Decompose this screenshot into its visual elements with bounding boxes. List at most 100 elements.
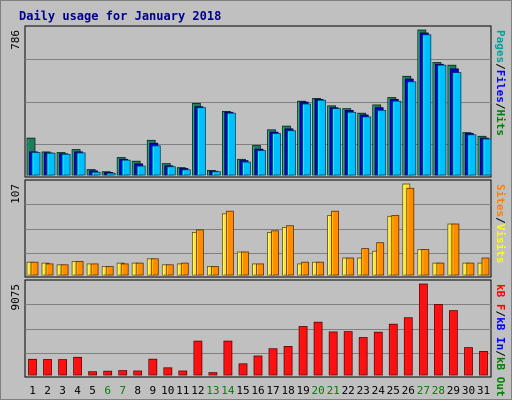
- bar-sites-day-9: [150, 258, 159, 276]
- x-tick-day-19: 19: [296, 384, 309, 397]
- bar-kb-f-day-4: [73, 356, 82, 376]
- bar-kb-f-day-21: [328, 331, 338, 376]
- series-pages: [31, 34, 492, 176]
- legend-separator: /: [494, 217, 507, 224]
- legend-separator: /: [494, 63, 507, 70]
- bar-kb-f-day-18: [283, 345, 293, 376]
- bar-sites-day-1: [30, 261, 39, 276]
- bar-pages-day-26: [407, 81, 417, 176]
- bar-pages-day-17: [272, 133, 281, 176]
- x-tick-day-6: 6: [104, 384, 111, 397]
- x-tick-day-28: 28: [432, 384, 445, 397]
- bar-pages-day-6: [106, 172, 116, 176]
- bar-sites-day-12: [195, 229, 204, 276]
- panel-legend: Pages/Files/Hits: [494, 30, 507, 136]
- bar-sites-day-26: [406, 187, 415, 276]
- bar-pages-day-16: [257, 150, 266, 176]
- bar-pages-day-9: [151, 145, 161, 176]
- bar-sites-day-8: [135, 262, 144, 276]
- bar-kb-f-day-1: [28, 358, 37, 376]
- bar-kb-f-day-16: [253, 355, 263, 376]
- bar-pages-day-23: [362, 116, 372, 176]
- bar-sites-day-21: [331, 210, 340, 276]
- series-sites: [30, 187, 490, 276]
- bar-pages-day-28: [437, 64, 447, 176]
- bar-kb-f-day-22: [343, 331, 353, 376]
- x-tick-day-20: 20: [311, 384, 324, 397]
- x-axis: 1 2 3 4 5 6 7 8 9 10 11 12 13 14 15 16 17 18 19 20 21 22 23 24 2…: [29, 384, 490, 397]
- legend-visits: Visits: [494, 224, 507, 264]
- panel-ymax-label: 786: [9, 30, 22, 50]
- bar-kb-f-day-9: [148, 358, 158, 376]
- bar-pages-day-7: [121, 159, 131, 176]
- x-tick-day-8: 8: [134, 384, 141, 397]
- legend-separator: /: [494, 311, 507, 318]
- bar-pages-day-18: [287, 130, 296, 176]
- series-visits: [26, 183, 486, 276]
- bar-kb-f-day-17: [268, 348, 278, 376]
- x-tick-day-1: 1: [29, 384, 36, 397]
- bar-kb-f-day-31: [479, 350, 488, 376]
- x-tick-day-30: 30: [462, 384, 475, 397]
- bar-pages-day-10: [166, 166, 176, 176]
- series-kb-f: [28, 283, 488, 376]
- bar-kb-f-day-2: [43, 359, 52, 376]
- bar-pages-day-1: [31, 152, 41, 176]
- legend-hits: Hits: [494, 110, 507, 137]
- bar-pages-day-27: [422, 34, 432, 176]
- bar-sites-day-22: [346, 257, 355, 276]
- x-tick-day-27: 27: [417, 384, 430, 397]
- bar-sites-day-14: [225, 210, 234, 276]
- panel-volume: 9075 kB F/kB In/kB Out: [9, 279, 507, 397]
- bar-sites-day-19: [301, 261, 310, 276]
- bar-pages-day-29: [452, 72, 462, 176]
- x-tick-day-31: 31: [477, 384, 490, 397]
- bar-sites-day-27: [421, 249, 430, 276]
- legend-kb-out: kB Out: [494, 357, 507, 397]
- x-tick-day-25: 25: [387, 384, 400, 397]
- bar-sites-day-28: [436, 262, 445, 276]
- bar-kb-f-day-3: [58, 359, 67, 376]
- bar-sites-day-30: [466, 262, 475, 276]
- panel-visits: 107 Sites/Visits: [9, 179, 507, 278]
- bar-kb-f-day-8: [133, 370, 143, 376]
- bar-sites-day-13: [210, 266, 219, 276]
- bar-sites-day-11: [180, 262, 189, 276]
- bar-sites-day-15: [241, 251, 249, 276]
- bar-kb-f-day-7: [118, 370, 128, 376]
- bar-pages-day-30: [467, 134, 477, 176]
- x-tick-day-12: 12: [191, 384, 204, 397]
- bar-kb-f-day-14: [223, 340, 233, 376]
- x-tick-day-15: 15: [236, 384, 249, 397]
- bar-kb-f-day-29: [448, 310, 458, 376]
- bar-kb-f-day-10: [163, 367, 173, 376]
- bar-sites-day-17: [271, 230, 279, 276]
- bar-sites-day-25: [391, 215, 400, 276]
- bar-kb-f-day-23: [358, 337, 368, 376]
- x-tick-day-21: 21: [327, 384, 340, 397]
- bar-kb-f-day-6: [103, 370, 113, 376]
- panel-legend: Sites/Visits: [494, 184, 507, 264]
- bar-kb-f-day-19: [298, 326, 308, 376]
- bar-pages-day-4: [76, 152, 86, 176]
- bar-pages-day-20: [317, 99, 327, 176]
- bar-pages-day-12: [196, 107, 206, 176]
- x-tick-day-22: 22: [342, 384, 355, 397]
- x-tick-day-29: 29: [447, 384, 460, 397]
- bar-pages-day-11: [181, 169, 191, 176]
- bar-pages-day-13: [211, 171, 221, 176]
- bar-kb-f-day-5: [88, 371, 97, 376]
- bar-kb-f-day-20: [313, 321, 323, 376]
- x-tick-day-18: 18: [281, 384, 294, 397]
- legend-files: Files: [494, 70, 507, 103]
- bar-kb-f-day-26: [403, 317, 413, 376]
- bar-sites-day-29: [451, 223, 460, 276]
- x-tick-day-3: 3: [59, 384, 66, 397]
- bar-sites-day-2: [45, 263, 54, 276]
- bar-kb-f-day-30: [464, 347, 473, 376]
- bar-sites-day-20: [316, 261, 325, 276]
- x-tick-day-13: 13: [206, 384, 219, 397]
- legend-pages: Pages: [494, 30, 507, 63]
